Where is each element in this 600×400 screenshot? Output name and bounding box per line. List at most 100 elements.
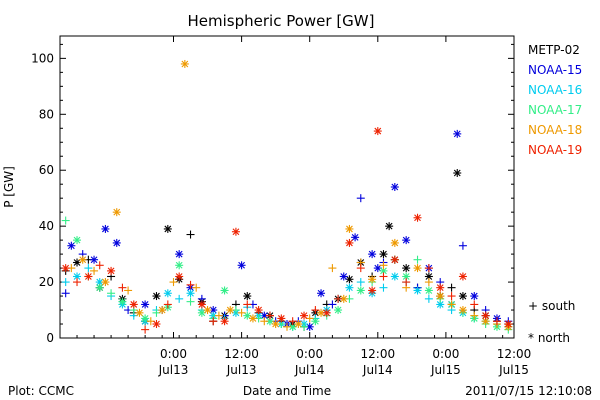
north-point xyxy=(95,283,104,292)
north-point xyxy=(220,286,229,295)
south-point xyxy=(209,317,218,326)
x-tick-label-time: 0:00 xyxy=(432,347,459,361)
x-tick-label-date: Jul14 xyxy=(362,363,393,377)
south-point xyxy=(379,283,388,292)
south-point xyxy=(61,289,70,298)
north-point xyxy=(345,283,354,292)
south-point xyxy=(379,272,388,281)
south-point xyxy=(402,278,411,287)
south-point xyxy=(492,317,501,326)
south-point xyxy=(243,300,252,309)
north-point xyxy=(368,250,377,259)
south-point xyxy=(458,241,467,250)
south-point xyxy=(237,308,246,317)
north-point xyxy=(390,183,399,191)
south-point xyxy=(186,230,195,239)
north-point xyxy=(231,227,240,236)
north-point xyxy=(458,306,467,315)
south-point xyxy=(124,286,133,295)
south-point xyxy=(61,278,70,287)
x-tick-label-time: 0:00 xyxy=(160,347,187,361)
south-point xyxy=(447,292,456,301)
south-point xyxy=(356,264,365,273)
x-tick-label-date: Jul14 xyxy=(294,363,325,377)
x-tick-label-date: Jul15 xyxy=(430,363,461,377)
north-point xyxy=(294,320,303,329)
south-point xyxy=(356,194,365,203)
chart-title: Hemispheric Power [GW] xyxy=(188,12,375,30)
data-points xyxy=(61,59,513,334)
north-point xyxy=(390,272,399,281)
north-point xyxy=(180,59,189,68)
north-point xyxy=(351,233,360,242)
south-point xyxy=(163,300,172,309)
north-point xyxy=(220,317,229,326)
north-point xyxy=(163,224,172,233)
north-point xyxy=(300,311,309,320)
legend-item: METP-02 xyxy=(528,43,580,57)
south-point xyxy=(334,294,343,303)
south-point xyxy=(61,216,70,225)
north-point xyxy=(402,264,411,273)
north-point xyxy=(345,224,354,233)
south-point xyxy=(283,322,291,331)
north-point xyxy=(390,255,399,264)
x-tick-label-date: Jul15 xyxy=(498,363,529,377)
south-point xyxy=(379,261,388,270)
north-point xyxy=(73,258,82,267)
north-point xyxy=(317,289,326,298)
south-point xyxy=(328,300,337,309)
north-point xyxy=(424,286,433,295)
north-point xyxy=(141,314,150,323)
south-point xyxy=(118,283,127,292)
x-tick-label-time: 12:00 xyxy=(224,347,259,361)
north-point xyxy=(413,213,422,222)
north-point xyxy=(73,236,82,245)
south-point xyxy=(84,264,93,273)
south-point xyxy=(186,280,195,289)
north-point xyxy=(243,292,252,301)
north-point xyxy=(390,238,399,247)
north-point xyxy=(152,320,161,329)
north-point xyxy=(112,208,121,217)
south-point xyxy=(356,278,365,287)
south-point xyxy=(447,300,456,309)
south-point xyxy=(192,283,201,292)
y-tick-label: 0 xyxy=(46,331,54,345)
x-tick-label-time: 12:00 xyxy=(497,347,532,361)
north-point xyxy=(481,311,490,320)
north-point xyxy=(67,241,76,250)
north-point xyxy=(163,289,172,298)
x-tick-label-date: Jul13 xyxy=(226,363,257,377)
legend: METP-02 NOAA-15 NOAA-16 NOAA-17 NOAA-18 NOAA-… xyxy=(528,43,582,157)
north-point xyxy=(277,314,286,323)
south-point xyxy=(328,264,337,273)
north-point xyxy=(129,300,138,309)
north-point xyxy=(158,306,167,315)
north-point xyxy=(458,272,467,281)
north-point xyxy=(175,261,184,270)
north-point xyxy=(322,308,331,317)
south-point xyxy=(470,300,479,309)
legend-item: NOAA-17 xyxy=(528,103,582,117)
marker-legend-item: + south xyxy=(528,299,575,313)
north-point xyxy=(186,289,195,298)
x-tick-label-date: Jul13 xyxy=(158,363,189,377)
north-point xyxy=(90,255,99,264)
north-point xyxy=(334,306,343,315)
north-point xyxy=(379,250,388,259)
north-point xyxy=(152,292,161,301)
north-point xyxy=(84,272,93,281)
north-point xyxy=(436,292,445,301)
north-point xyxy=(413,286,422,295)
north-point xyxy=(61,264,70,273)
south-point xyxy=(413,255,422,264)
north-point xyxy=(453,129,462,138)
y-tick-label: 20 xyxy=(39,275,54,289)
north-point xyxy=(101,224,110,233)
south-point xyxy=(424,294,433,303)
north-point xyxy=(311,317,320,326)
south-point xyxy=(95,261,104,270)
north-point xyxy=(345,238,354,247)
